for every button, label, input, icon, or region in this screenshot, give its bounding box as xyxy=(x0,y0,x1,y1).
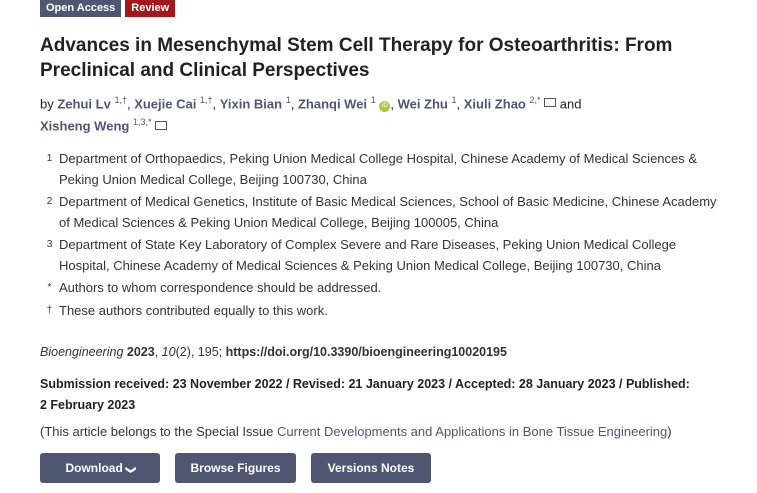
author-sup: 1 xyxy=(370,95,376,105)
author-link[interactable]: Yixin Bian xyxy=(219,96,283,112)
orcid-icon[interactable]: iD xyxy=(379,101,391,113)
affiliation-text: Department of Medical Genetics, Institut… xyxy=(59,194,717,230)
issue: (2), 195; xyxy=(175,345,223,359)
special-issue-prefix: (This article belongs to the Special Iss… xyxy=(40,424,278,439)
by-label: by xyxy=(40,96,54,112)
author-sup: 1,† xyxy=(114,95,127,105)
author-sup: 1 xyxy=(451,95,457,105)
year: 2023 xyxy=(126,345,155,359)
affiliation-text: Department of State Key Laboratory of Co… xyxy=(59,237,677,273)
affiliation-item: 2 Department of Medical Genetics, Institu… xyxy=(40,192,720,233)
citation: Bioengineering 2023, 10(2), 195; https:/… xyxy=(40,345,507,359)
affiliation-text: These authors contributed equally to thi… xyxy=(59,302,328,318)
publication-dates: Submission received: 23 November 2022 / … xyxy=(40,377,690,412)
affiliation-text: Department of Orthopaedics, Peking Union… xyxy=(59,151,698,187)
versions-notes-button[interactable]: Versions Notes xyxy=(311,453,431,483)
download-label: Download xyxy=(65,461,123,475)
author-link[interactable]: Zehui Lv xyxy=(57,96,111,112)
affiliation-item: 3 Department of State Key Laboratory of C… xyxy=(40,235,720,276)
author-sup: 1,3,* xyxy=(132,117,152,128)
author-link[interactable]: Xiuli Zhao xyxy=(463,96,526,112)
chevron-down-icon: ❯ xyxy=(125,465,137,475)
author-link[interactable]: Xisheng Weng xyxy=(40,118,130,134)
and-label: and xyxy=(559,96,582,112)
special-issue-link[interactable]: Current Developments and Applications in… xyxy=(277,424,668,439)
badges: Open Access Review xyxy=(40,0,176,17)
affiliation-number: † xyxy=(46,304,53,316)
author-list: by Zehui Lv 1,†, Xuejie Cai 1,†, Yixin B… xyxy=(40,95,582,134)
action-buttons: Download ❯ Browse Figures Versions Notes xyxy=(40,453,431,483)
affiliation-number: 2 xyxy=(46,196,53,207)
browse-figures-button[interactable]: Browse Figures xyxy=(175,453,296,483)
author-sup: 1 xyxy=(285,95,291,105)
affiliation-item: * Authors to whom correspondence should b… xyxy=(40,278,720,299)
author-link[interactable]: Wei Zhu xyxy=(397,96,448,112)
special-issue-note: (This article belongs to the Special Iss… xyxy=(40,424,672,439)
article-type-badge: Review xyxy=(125,0,176,17)
email-icon[interactable] xyxy=(544,98,557,108)
volume: 10 xyxy=(161,345,176,359)
email-icon[interactable] xyxy=(155,120,168,130)
journal-name: Bioengineering xyxy=(40,345,124,359)
author-sup: 2,* xyxy=(529,95,541,105)
author-link[interactable]: Xuejie Cai xyxy=(134,96,197,112)
author-sup: 1,† xyxy=(199,95,213,105)
article-title: Advances in Mesenchymal Stem Cell Therap… xyxy=(40,35,673,81)
affiliation-item: † These authors contributed equally to th… xyxy=(40,301,720,322)
affiliation-number: 3 xyxy=(46,239,53,250)
doi-link[interactable]: https://doi.org/10.3390/bioengineering10… xyxy=(225,345,507,359)
affiliation-text: Authors to whom correspondence should be… xyxy=(59,280,382,295)
download-button[interactable]: Download ❯ xyxy=(40,453,160,483)
author-link[interactable]: Zhanqi Wei xyxy=(297,96,368,112)
affiliations: 1 Department of Orthopaedics, Peking Unio… xyxy=(40,149,720,323)
affiliation-number: * xyxy=(47,282,52,293)
open-access-badge: Open Access xyxy=(40,0,122,17)
affiliation-item: 1 Department of Orthopaedics, Peking Unio… xyxy=(40,149,720,190)
special-issue-suffix: ) xyxy=(667,424,672,439)
affiliation-number: 1 xyxy=(46,153,53,164)
